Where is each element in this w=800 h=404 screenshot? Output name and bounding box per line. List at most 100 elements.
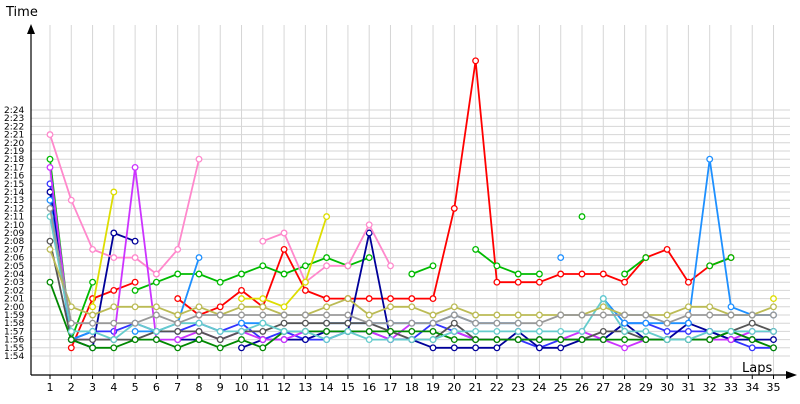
data-point (599, 295, 607, 303)
data-point (642, 254, 650, 262)
data-point (408, 270, 416, 278)
data-point (344, 262, 352, 270)
data-point (323, 295, 331, 303)
data-point (663, 319, 671, 327)
data-point (46, 245, 54, 253)
data-point (89, 344, 97, 352)
data-point (195, 155, 203, 163)
data-point (387, 319, 394, 327)
data-point (429, 336, 437, 344)
data-point (514, 311, 522, 319)
data-point (663, 336, 671, 344)
data-point (344, 311, 352, 319)
data-point (89, 278, 97, 286)
data-point (557, 270, 565, 278)
y-tick-label: 2:16 (4, 172, 24, 182)
data-point (429, 262, 437, 270)
data-point (259, 327, 267, 335)
data-point (280, 311, 288, 319)
data-point (174, 344, 182, 352)
y-tick-label: 2:07 (4, 245, 24, 255)
y-tick-label: 2:24 (4, 106, 24, 116)
data-point (238, 327, 245, 335)
data-point (557, 254, 565, 262)
data-point (365, 336, 373, 344)
data-point (450, 303, 458, 311)
data-point (323, 262, 331, 270)
data-point (152, 278, 160, 286)
data-point (280, 229, 288, 237)
data-point (472, 245, 480, 253)
data-point (259, 319, 267, 327)
data-point (280, 319, 288, 327)
data-point (663, 327, 671, 335)
data-point (450, 344, 458, 352)
y-tick-label: 2:09 (4, 229, 24, 239)
data-point (365, 327, 373, 335)
data-point (429, 311, 437, 319)
data-point (557, 336, 565, 344)
data-point (238, 319, 245, 327)
y-tick-label: 1:57 (4, 327, 24, 337)
data-point (706, 155, 714, 163)
data-point (152, 311, 160, 319)
data-point (493, 262, 501, 270)
x-tick-label: 24 (532, 381, 546, 394)
y-tick-label: 1:55 (4, 344, 24, 354)
x-tick-label: 9 (217, 381, 224, 394)
data-point (472, 311, 480, 319)
data-point (131, 163, 139, 171)
data-point (280, 270, 288, 278)
data-point (684, 311, 692, 319)
data-point (110, 336, 118, 344)
y-tick-label: 2:10 (4, 221, 24, 231)
data-point (365, 254, 373, 262)
data-point (748, 311, 756, 319)
data-point (578, 327, 586, 335)
data-point (152, 336, 160, 344)
data-point (323, 319, 331, 327)
y-tick-labels: 1:541:551:561:571:581:592:002:012:022:03… (4, 106, 24, 362)
data-point (67, 327, 75, 335)
y-tick-label: 2:23 (4, 114, 24, 124)
x-tick-label: 3 (89, 381, 96, 394)
series-line (475, 248, 540, 275)
data-point (301, 311, 309, 319)
x-tick-label: 33 (724, 381, 738, 394)
data-point (152, 303, 160, 311)
data-point (323, 213, 331, 221)
data-point (770, 311, 777, 319)
data-point (684, 303, 692, 311)
x-tick-label: 2 (68, 381, 75, 394)
data-point (535, 336, 543, 344)
data-point (770, 295, 777, 303)
data-point (280, 303, 288, 311)
x-tick-label: 23 (511, 381, 525, 394)
data-point (450, 204, 458, 212)
data-point (238, 344, 245, 352)
data-point (195, 319, 203, 327)
data-point (216, 344, 224, 352)
data-point (280, 327, 288, 335)
data-point (131, 254, 139, 262)
data-point (110, 319, 118, 327)
data-point (748, 327, 756, 335)
data-point (365, 311, 373, 319)
data-point (429, 327, 437, 335)
x-tick-label: 28 (618, 381, 632, 394)
data-point (152, 327, 160, 335)
data-point (621, 327, 629, 335)
data-point (301, 336, 309, 344)
data-point (131, 319, 139, 327)
data-point (131, 278, 139, 286)
y-tick-label: 2:08 (4, 237, 24, 247)
data-point (684, 278, 692, 286)
data-point (301, 278, 309, 286)
x-tick-label: 19 (426, 381, 440, 394)
data-point (727, 311, 735, 319)
data-point (280, 245, 288, 253)
data-point (280, 336, 288, 344)
data-point (472, 319, 480, 327)
series-13 (46, 204, 777, 327)
data-point (557, 344, 565, 352)
